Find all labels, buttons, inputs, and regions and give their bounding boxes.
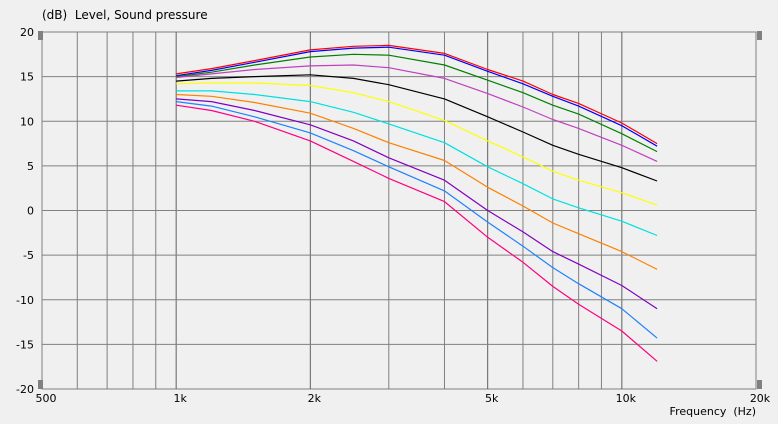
y-tick-label: 10 <box>20 115 34 128</box>
handle-top-left[interactable] <box>38 31 43 40</box>
series-line-4 <box>176 64 658 162</box>
chart-title: (dB) Level, Sound pressure <box>42 8 208 22</box>
y-tick-label: 15 <box>20 71 34 84</box>
handle-bottom-left[interactable] <box>38 380 43 389</box>
handle-top-right[interactable] <box>757 31 762 40</box>
series-line-10 <box>176 101 658 339</box>
series-line-5 <box>176 74 658 182</box>
x-tick-label: 1k <box>173 392 187 405</box>
series-line-9 <box>176 98 658 310</box>
y-tick-label: 20 <box>20 26 34 39</box>
x-tick-label: 5k <box>485 392 499 405</box>
series-line-3 <box>176 53 658 153</box>
series-lines <box>176 44 658 362</box>
plot-handles[interactable] <box>38 31 762 389</box>
y-tick-label: -15 <box>16 338 34 351</box>
series-line-1 <box>176 44 658 145</box>
grid-lines <box>42 32 756 389</box>
series-line-2 <box>176 46 658 147</box>
handle-bottom-right[interactable] <box>757 380 762 389</box>
y-tick-label: 5 <box>27 160 34 173</box>
x-axis-label: Frequency (Hz) <box>669 405 756 418</box>
series-line-6 <box>176 82 658 206</box>
x-tick-label: 10k <box>616 392 637 405</box>
x-tick-label: 2k <box>308 392 322 405</box>
x-tick-label: 500 <box>36 392 57 405</box>
series-line-11 <box>176 104 658 362</box>
x-tick-labels: 500 1k 2k 5k 10k 20k <box>36 392 771 405</box>
series-line-7 <box>176 90 658 237</box>
y-tick-label: -10 <box>16 294 34 307</box>
y-tick-label: 0 <box>27 205 34 218</box>
series-line-8 <box>176 93 658 270</box>
y-tick-label: -5 <box>23 249 34 262</box>
y-tick-labels: 20 15 10 5 0 -5 -10 -15 -20 <box>16 26 34 396</box>
x-tick-label: 20k <box>750 392 771 405</box>
y-tick-label: -20 <box>16 383 34 396</box>
